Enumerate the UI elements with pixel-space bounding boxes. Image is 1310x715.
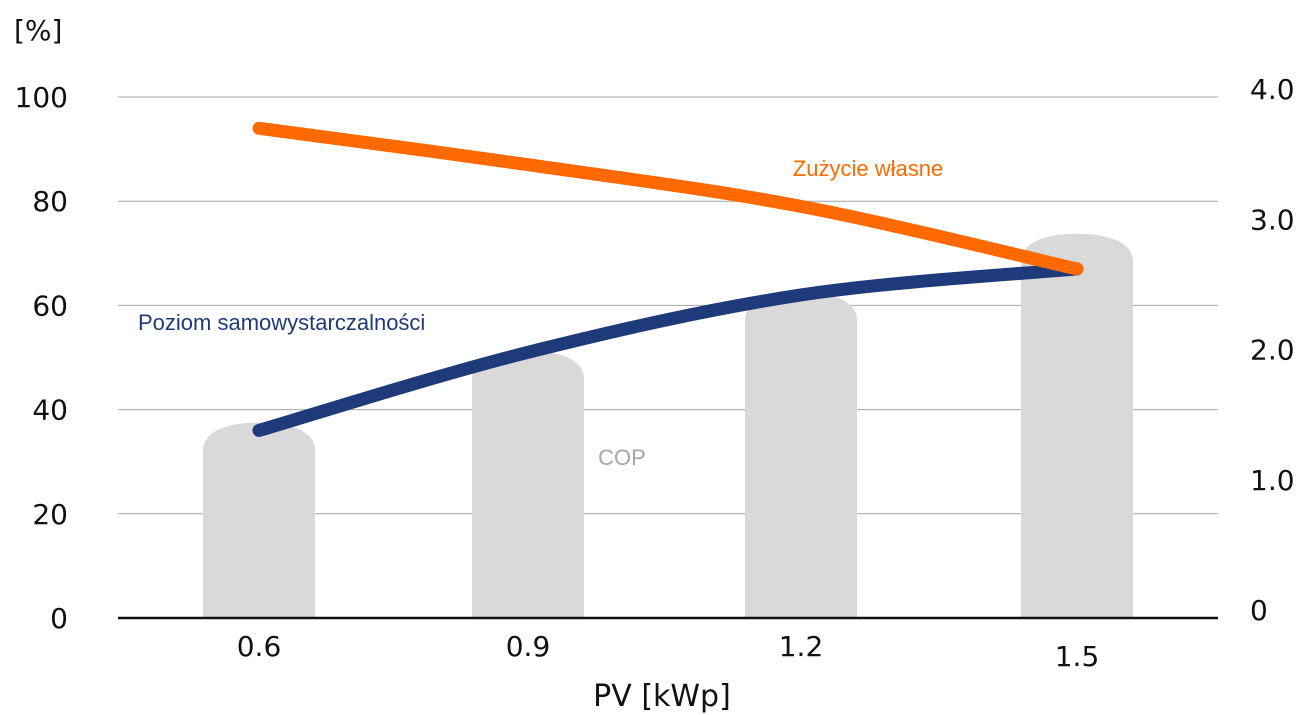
y-left-tick-label: 60 — [32, 289, 68, 322]
self-sufficiency-line — [252, 262, 1084, 437]
y-right-tick-label: 3.0 — [1250, 203, 1295, 236]
x-tick-label: 1.2 — [779, 630, 824, 663]
y-left-tick-labels: 0 20 40 60 80 100 — [15, 81, 68, 635]
y-left-tick-label: 40 — [32, 394, 68, 427]
y-right-tick-labels: 0 1.0 2.0 3.0 4.0 — [1250, 73, 1295, 627]
y-left-tick-label: 20 — [32, 498, 68, 531]
y-right-tick-label: 1.0 — [1250, 464, 1295, 497]
self-consumption-line — [252, 121, 1084, 276]
x-tick-labels: 0.6 0.9 1.2 1.5 — [237, 630, 1100, 673]
cop-bars — [203, 233, 1133, 618]
cop-bar — [203, 422, 315, 618]
series-label-self-consumption: Zużycie własne — [793, 156, 943, 181]
y-right-tick-label: 4.0 — [1250, 73, 1295, 106]
line-series — [252, 121, 1084, 437]
y-left-tick-label: 80 — [32, 185, 68, 218]
x-tick-label: 1.5 — [1055, 640, 1100, 673]
x-axis-title: PV [kWp] — [593, 679, 731, 714]
y-right-tick-label: 2.0 — [1250, 334, 1295, 367]
series-label-self-sufficiency: Poziom samowystarczalności — [138, 310, 425, 335]
cop-bar — [745, 292, 857, 618]
cop-bar — [472, 350, 584, 618]
y-left-tick-label: 100 — [15, 81, 68, 114]
x-tick-label: 0.6 — [237, 630, 282, 663]
cop-bar — [1021, 233, 1133, 618]
x-tick-label: 0.9 — [506, 630, 551, 663]
y-right-tick-label: 0 — [1250, 594, 1268, 627]
y-left-tick-label: 0 — [50, 602, 68, 635]
y-left-unit-label: [%] — [14, 14, 62, 47]
series-label-cop: COP — [598, 445, 646, 470]
